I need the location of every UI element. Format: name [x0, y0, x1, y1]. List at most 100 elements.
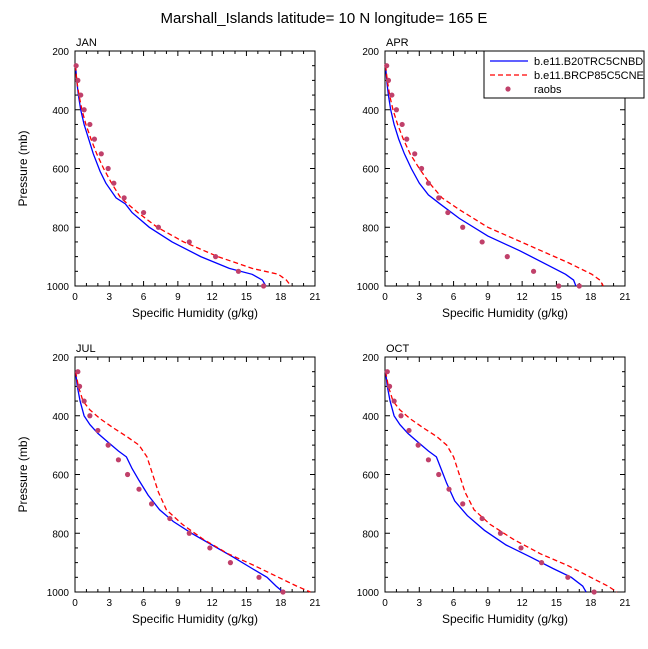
y-tick-label: 200 [362, 47, 379, 58]
raobs-point [140, 209, 147, 216]
raobs-point [518, 545, 524, 551]
raobs-point [497, 530, 504, 536]
legend: b.e11.B20TRC5CNBD b.e11.BRCP85C5CNE raobs [483, 50, 645, 99]
y-tick-label: 200 [52, 353, 69, 364]
raobs-point [460, 501, 466, 507]
y-tick-label: 800 [362, 529, 379, 540]
y-tick-label: 400 [52, 106, 69, 117]
x-tick-label: 9 [485, 292, 491, 303]
series-line-b20trc [384, 65, 577, 287]
y-tick-label: 800 [52, 223, 69, 234]
x-tick-label: 9 [175, 598, 181, 609]
raobs-point [91, 136, 98, 142]
legend-label: b.e11.BRCP85C5CNE [534, 70, 644, 82]
x-tick-label: 3 [417, 598, 423, 609]
raobs-point [446, 486, 452, 492]
x-tick-label: 6 [451, 598, 457, 609]
x-tick-label: 15 [551, 598, 563, 609]
panel-label: APR [386, 37, 409, 49]
x-tick-label: 12 [517, 598, 529, 609]
x-tick-label: 0 [382, 292, 388, 303]
series-line-b20trc [74, 65, 267, 287]
raobs-point [81, 107, 87, 113]
series-line-brcp85 [74, 371, 311, 593]
y-tick-label: 600 [362, 165, 379, 176]
y-tick-label: 400 [52, 412, 69, 423]
x-tick-label: 21 [309, 598, 321, 609]
x-tick-label: 6 [141, 598, 147, 609]
legend-swatch-dot [505, 86, 511, 92]
panel-jul: 0 3 6 9 12 15 18 21 200 400 600 800 1000 JUL Specific … [16, 343, 321, 626]
x-axis-label: Specific Humidity (g/kg) [132, 612, 258, 626]
x-tick-label: 18 [585, 292, 597, 303]
legend-label: b.e11.B20TRC5CNBD [534, 56, 643, 68]
raobs-point [418, 165, 425, 172]
raobs-point [78, 92, 84, 98]
x-tick-label: 12 [207, 292, 219, 303]
legend-label: raobs [534, 84, 562, 96]
y-tick-label: 800 [362, 223, 379, 234]
raobs-point [121, 195, 127, 201]
panel-label: OCT [386, 343, 410, 355]
raobs-point [207, 545, 213, 551]
raobs-point [391, 398, 397, 404]
x-tick-label: 12 [207, 598, 219, 609]
raobs-point [415, 442, 421, 448]
y-tick-label: 1000 [357, 588, 380, 599]
x-tick-label: 15 [551, 292, 563, 303]
x-tick-label: 15 [241, 598, 253, 609]
raobs-point [530, 268, 537, 274]
x-tick-label: 6 [451, 292, 457, 303]
raobs-point [436, 195, 442, 201]
x-tick-label: 18 [275, 292, 287, 303]
raobs-point [479, 239, 485, 245]
raobs-point [445, 209, 451, 216]
raobs-point [460, 224, 466, 230]
panel-apr: 0 3 6 9 12 15 18 21 200 400 600 800 1000 APR Specific … [357, 37, 631, 320]
raobs-point [75, 77, 81, 83]
x-tick-label: 18 [275, 598, 287, 609]
x-tick-label: 21 [309, 292, 321, 303]
raobs-point [406, 427, 412, 434]
y-tick-label: 1000 [47, 282, 70, 293]
x-tick-label: 21 [619, 598, 631, 609]
x-axis-label: Specific Humidity (g/kg) [132, 306, 258, 320]
y-tick-label: 600 [52, 471, 69, 482]
raobs-point [398, 413, 404, 419]
raobs-point [384, 63, 390, 69]
panel-label: JUL [76, 343, 96, 355]
raobs-point [384, 369, 390, 375]
y-tick-label: 600 [362, 471, 379, 482]
x-tick-label: 18 [585, 598, 597, 609]
raobs-point [227, 560, 234, 566]
raobs-point [425, 457, 432, 463]
x-tick-label: 3 [417, 292, 423, 303]
raobs-point [75, 369, 81, 375]
series-line-brcp85 [384, 371, 618, 593]
raobs-point [98, 151, 104, 157]
x-tick-label: 0 [72, 598, 78, 609]
raobs-point [504, 254, 510, 260]
y-tick-label: 200 [362, 353, 379, 364]
raobs-point [124, 471, 131, 478]
x-tick-label: 0 [72, 292, 78, 303]
raobs-point [425, 180, 432, 186]
y-tick-label: 1000 [47, 588, 70, 599]
raobs-point [148, 501, 155, 507]
series-line-brcp85 [384, 65, 604, 287]
raobs-point [81, 398, 87, 404]
raobs-point [256, 574, 262, 580]
x-tick-label: 21 [619, 292, 631, 303]
raobs-point [136, 486, 142, 492]
raobs-point [87, 413, 93, 419]
raobs-point [167, 515, 173, 522]
x-tick-label: 9 [175, 292, 181, 303]
raobs-point [436, 471, 442, 478]
x-tick-label: 6 [141, 292, 147, 303]
raobs-point [591, 589, 597, 595]
raobs-point [186, 239, 192, 245]
raobs-point [565, 574, 571, 580]
y-tick-label: 400 [362, 412, 379, 423]
y-tick-label: 1000 [357, 282, 380, 293]
